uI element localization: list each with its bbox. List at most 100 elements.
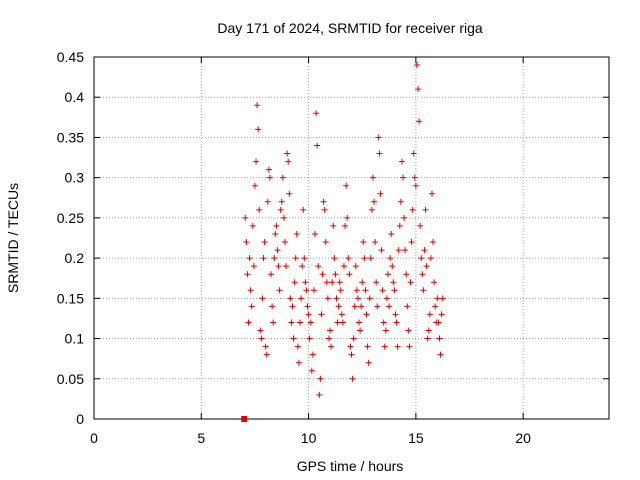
data-point [310, 287, 317, 294]
data-point [397, 198, 404, 205]
data-point [319, 271, 326, 278]
data-point [365, 359, 372, 366]
data-point [430, 239, 437, 246]
data-point [272, 230, 279, 237]
data-point [329, 279, 336, 286]
data-point [300, 206, 307, 213]
data-point [331, 255, 338, 262]
data-point [279, 174, 286, 181]
data-point [269, 303, 276, 310]
data-point [439, 295, 446, 302]
data-point [335, 303, 342, 310]
data-point [400, 174, 406, 181]
data-point [258, 335, 265, 342]
data-point [428, 190, 435, 197]
y-tick-label: 0.3 [65, 170, 85, 186]
data-point [419, 271, 426, 278]
data-point [293, 230, 300, 237]
data-point [369, 174, 376, 181]
data-point [333, 295, 340, 302]
x-tick-label: 15 [408, 430, 424, 446]
data-point [270, 319, 277, 326]
y-tick-label: 0.4 [65, 89, 85, 105]
data-point [289, 303, 296, 310]
data-point [387, 255, 394, 262]
data-point [373, 279, 380, 286]
data-point [403, 271, 410, 278]
data-point [263, 351, 270, 358]
data-point [278, 198, 285, 205]
data-point [391, 287, 398, 294]
data-point [312, 230, 319, 237]
y-tick-label: 0.1 [65, 331, 85, 347]
data-point [336, 279, 343, 286]
data-point [427, 255, 434, 262]
data-point [291, 279, 298, 286]
data-point [259, 295, 266, 302]
data-point [323, 279, 330, 286]
data-point [425, 327, 432, 334]
data-point [275, 263, 282, 270]
y-tick-label: 0.2 [65, 250, 85, 266]
data-point [314, 142, 321, 149]
data-point [309, 351, 316, 358]
data-point [406, 343, 413, 350]
data-point [431, 279, 438, 286]
data-point [285, 158, 292, 165]
data-point [407, 279, 414, 286]
data-point [396, 222, 403, 229]
data-point [354, 295, 361, 302]
data-point [302, 279, 309, 286]
data-point [250, 263, 257, 270]
data-point [382, 327, 389, 334]
data-point [392, 311, 399, 318]
data-point [380, 319, 387, 326]
x-axis-ticks: 0 5 10 15 20 [90, 57, 531, 446]
data-point [350, 335, 357, 342]
data-point [388, 230, 395, 237]
data-point [424, 335, 431, 342]
data-point [290, 335, 297, 342]
y-axis-label: SRMTID / TECUs [5, 183, 21, 293]
data-point [371, 198, 378, 205]
data-point [342, 222, 349, 229]
data-point [264, 198, 271, 205]
data-point [251, 182, 258, 189]
data-point [410, 150, 417, 157]
data-point [409, 206, 416, 213]
data-point [315, 263, 322, 270]
data-point [303, 287, 310, 294]
data-point [334, 319, 341, 326]
data-point [435, 319, 442, 326]
data-point [436, 335, 443, 342]
data-point [383, 295, 390, 302]
data-point [398, 158, 405, 165]
x-tick-label: 10 [301, 430, 317, 446]
data-point [368, 206, 375, 213]
data-point [351, 303, 358, 310]
data-point [322, 239, 329, 246]
data-point [413, 62, 420, 69]
y-axis-ticks: 0 0.05 0.1 0.15 0.2 0.25 0.3 0.35 0.4 0.45 [57, 49, 609, 427]
data-point [242, 214, 249, 221]
data-point [261, 239, 268, 246]
data-point [283, 263, 290, 270]
data-point [344, 214, 351, 221]
data-point [366, 295, 373, 302]
data-point [384, 271, 391, 278]
data-point [249, 222, 256, 229]
data-point [377, 190, 384, 197]
data-point [274, 247, 281, 254]
data-point [340, 263, 347, 270]
data-point [294, 343, 301, 350]
y-tick-label: 0.25 [57, 210, 84, 226]
data-point [273, 222, 280, 229]
data-point [328, 343, 335, 350]
data-point [338, 311, 345, 318]
data-point [320, 198, 327, 205]
data-point [367, 255, 374, 262]
data-point [276, 287, 283, 294]
data-point [295, 359, 302, 366]
data-point [423, 263, 430, 270]
